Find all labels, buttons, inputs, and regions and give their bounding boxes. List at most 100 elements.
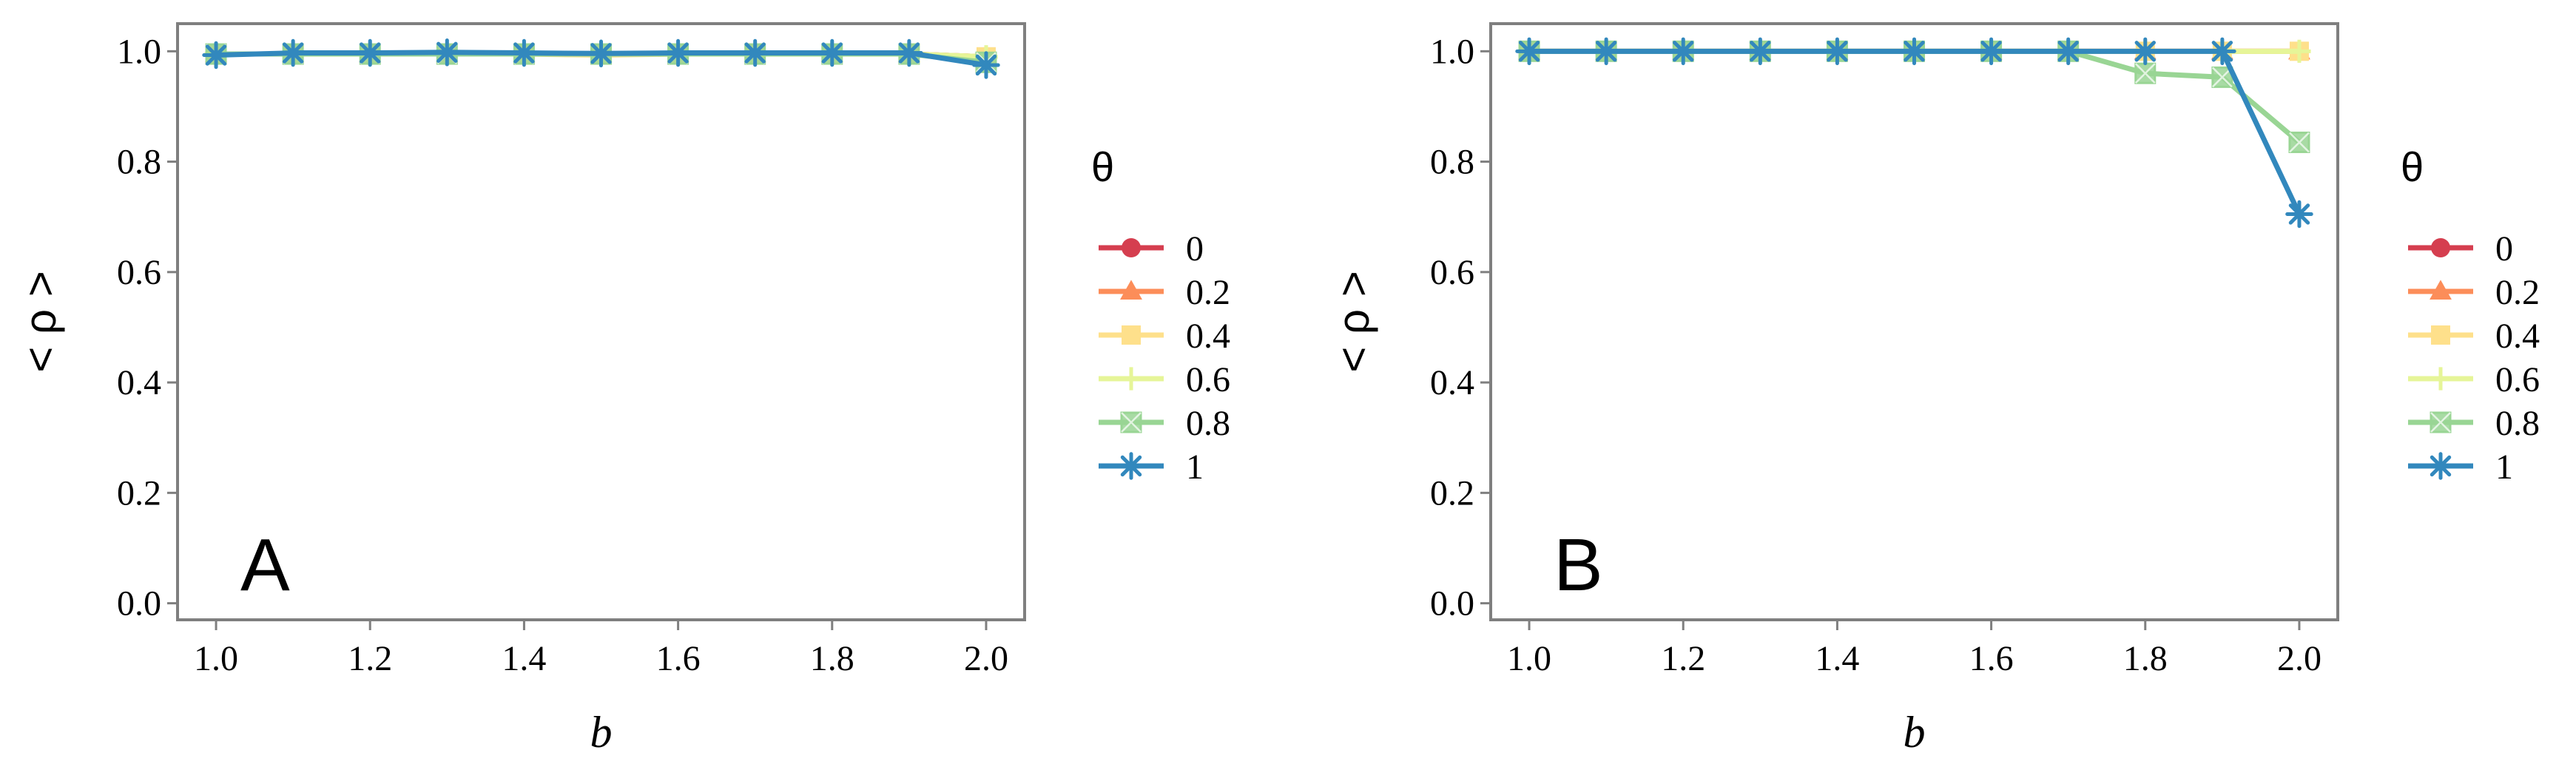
- y-tick-label: 0.2: [1430, 473, 1474, 513]
- x-tick-label: 1.8: [2123, 639, 2168, 678]
- legend-label: 1: [2495, 447, 2513, 487]
- x-tick-label: 1.6: [656, 639, 701, 678]
- series-1: [1515, 37, 2313, 229]
- y-tick-label: 0.8: [117, 143, 161, 182]
- plot-frame: [1489, 22, 2339, 621]
- legend-marker: [1117, 452, 1145, 480]
- legend-item-0.8: 0.8: [1099, 404, 1230, 443]
- legend-marker: [1122, 238, 1141, 257]
- legend-marker: [2431, 238, 2450, 257]
- legend-title: θ: [2401, 143, 2424, 190]
- legend-item-0.6: 0.6: [1099, 360, 1230, 399]
- y-axis-title: < ρ >: [16, 271, 65, 373]
- legend-item-0.2: 0.2: [2408, 273, 2540, 312]
- data-point-1: [356, 38, 384, 67]
- data-point-1: [741, 38, 769, 67]
- y-tick-label: 0.6: [117, 253, 161, 292]
- legend-marker: [2427, 452, 2455, 480]
- data-point-1: [202, 41, 230, 70]
- legend-label: 0.2: [1186, 273, 1230, 312]
- data-point-1: [895, 38, 923, 67]
- data-point-0.8: [2134, 62, 2157, 84]
- y-tick-label: 0.4: [117, 363, 161, 402]
- data-point-1: [2054, 37, 2083, 66]
- legend-label: 0.8: [2495, 404, 2540, 443]
- y-tick-label: 0.4: [1430, 363, 1474, 402]
- x-tick-label: 1.4: [1815, 639, 1859, 678]
- y-tick-label: 1.0: [117, 32, 161, 71]
- x-tick-label: 1.0: [194, 639, 238, 678]
- legend-item-0: 0: [1099, 229, 1204, 268]
- legend-item-0.6: 0.6: [2408, 360, 2540, 399]
- plot-frame: [176, 22, 1026, 621]
- data-point-1: [2285, 200, 2313, 229]
- data-point-1: [279, 38, 307, 67]
- data-point-0.6: [2287, 39, 2311, 63]
- legend-item-0.4: 0.4: [2408, 317, 2540, 356]
- legend-item-0: 0: [2408, 229, 2513, 268]
- x-tick-label: 1.8: [810, 639, 854, 678]
- data-point-1: [972, 51, 1000, 79]
- data-point-1: [2131, 37, 2159, 66]
- x-tick-label: 1.4: [502, 639, 546, 678]
- legend-item-1: 1: [2408, 447, 2513, 487]
- data-point-1: [664, 38, 692, 67]
- legend-item-0.4: 0.4: [1099, 317, 1230, 356]
- data-point-1: [1900, 37, 1929, 66]
- data-point-1: [2208, 37, 2236, 66]
- legend-label: 0.6: [1186, 360, 1230, 399]
- panel-label: A: [240, 524, 290, 606]
- panel-label: B: [1554, 524, 1603, 606]
- legend-label: 0.4: [1186, 317, 1230, 356]
- panel-B: 1.0 1.2 1.4 1.6 1.8 2.0 0.0 0.2 0.4 0.6 0.8 1.0 b < ρ…: [1329, 22, 2540, 757]
- y-tick-label: 0.2: [117, 473, 161, 513]
- legend-label: 0.8: [1186, 404, 1230, 443]
- legend-title: θ: [1091, 143, 1114, 190]
- legend-marker: [1122, 325, 1141, 345]
- data-point-1: [818, 38, 846, 67]
- legend-item-0.2: 0.2: [1099, 273, 1230, 312]
- y-tick-label: 0.0: [117, 584, 161, 624]
- data-point-1: [1746, 37, 1775, 66]
- x-axis-title: b: [590, 708, 613, 757]
- legend-label: 0.4: [2495, 317, 2540, 356]
- data-point-0.8: [2288, 131, 2310, 153]
- data-point-1: [1515, 37, 1543, 66]
- legend-marker: [1119, 367, 1143, 391]
- legend-marker: [1120, 280, 1142, 300]
- x-tick-label: 1.2: [348, 639, 392, 678]
- series-1: [202, 38, 1000, 79]
- x-tick-label: 2.0: [964, 639, 1008, 678]
- legend-label: 0.6: [2495, 360, 2540, 399]
- x-tick-label: 1.0: [1507, 639, 1551, 678]
- y-axis-title: < ρ >: [1329, 271, 1378, 373]
- legend-label: 0.2: [2495, 273, 2540, 312]
- legend-marker: [2429, 367, 2452, 391]
- legend-label: 0: [2495, 229, 2513, 268]
- data-point-1: [1669, 37, 1697, 66]
- data-point-1: [1823, 37, 1852, 66]
- legend-item-1: 1: [1099, 447, 1204, 487]
- legend-item-0.8: 0.8: [2408, 404, 2540, 443]
- legend-label: 1: [1186, 447, 1204, 487]
- x-tick-label: 1.2: [1661, 639, 1705, 678]
- legend-marker: [2430, 280, 2452, 300]
- data-point-1: [510, 38, 539, 67]
- legend-marker: [2431, 325, 2450, 345]
- legend-label: 0: [1186, 229, 1204, 268]
- panel-A: 1.0 1.2 1.4 1.6 1.8 2.0 0.0 0.2 0.4 0.6 0.8 1.0 b < ρ…: [16, 22, 1230, 757]
- x-tick-label: 2.0: [2277, 639, 2322, 678]
- y-tick-label: 0.6: [1430, 253, 1474, 292]
- legend-marker: [1120, 411, 1142, 433]
- x-tick-label: 1.6: [1969, 639, 2014, 678]
- data-point-1: [1592, 37, 1620, 66]
- data-point-1: [1977, 37, 2006, 66]
- legend: θ 0 0.2 0.4 0.6 0.8 1: [2401, 143, 2540, 487]
- y-tick-label: 0.0: [1430, 584, 1474, 624]
- x-axis-title: b: [1904, 708, 1926, 757]
- legend: θ 0 0.2 0.4 0.6 0.8 1: [1091, 143, 1230, 487]
- legend-marker: [2430, 411, 2452, 433]
- y-tick-label: 1.0: [1430, 32, 1474, 71]
- data-point-1: [433, 38, 462, 67]
